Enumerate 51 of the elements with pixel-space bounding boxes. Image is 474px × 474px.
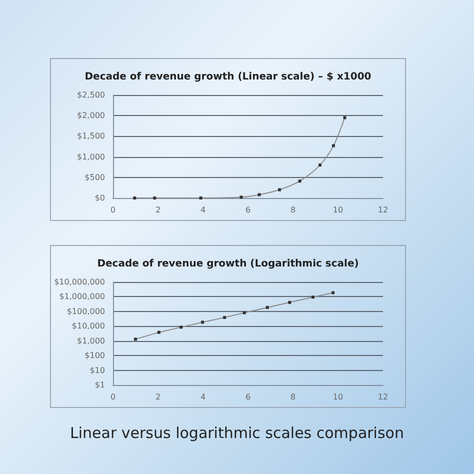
x-tick-label: 12 <box>378 206 388 214</box>
x-tick-label: 12 <box>378 392 388 402</box>
point <box>157 330 160 334</box>
point <box>223 316 226 319</box>
point <box>242 311 246 314</box>
y-tick-label: $500 <box>84 172 105 182</box>
y-tick-label: $10,000 <box>72 322 105 331</box>
text: Linear versus logarithmic scales comparison <box>69 424 405 442</box>
x-tick-label: 8 <box>290 206 296 214</box>
point <box>278 188 281 192</box>
point <box>258 193 261 196</box>
point <box>266 306 269 309</box>
x-tick-label: 4 <box>200 392 206 402</box>
x-tick-label: 0 <box>110 392 116 402</box>
y-tick-label: $1,000 <box>77 336 105 346</box>
point <box>298 180 302 183</box>
point <box>332 144 335 148</box>
point <box>134 338 137 341</box>
point <box>240 196 243 199</box>
y-tick-label: $1,000,000 <box>59 292 105 302</box>
y-tick-label: $1,500 <box>77 132 105 141</box>
point <box>180 326 183 329</box>
point <box>288 300 292 304</box>
x-tick-label: 6 <box>245 206 251 214</box>
point <box>332 291 335 294</box>
x-tick-label: 0 <box>110 206 116 214</box>
y-tick-label: $1,000 <box>77 152 105 162</box>
x-tick-label: 8 <box>290 392 296 402</box>
y-tick-label: $10,000,000 <box>54 278 105 286</box>
y-tick-label: $100,000 <box>66 306 105 316</box>
point <box>133 196 136 200</box>
x-tick-label: 10 <box>332 206 344 214</box>
y-tick-label: $1 <box>94 380 105 390</box>
chart-title: Decade of revenue growth (Logarithmic scale) <box>97 258 359 270</box>
chart-title: Decade of revenue growth (Linear scale) – $ x1000 <box>84 72 372 82</box>
x-tick-label: 4 <box>200 206 206 214</box>
y-tick-label: $100 <box>84 351 105 360</box>
y-tick-label: $2,500 <box>77 90 105 100</box>
y-tick-label: $2,000 <box>77 111 105 120</box>
x-tick-label: 2 <box>155 206 161 214</box>
point <box>312 296 315 299</box>
x-tick-label: 10 <box>332 392 344 402</box>
y-tick-label: $0 <box>94 194 105 202</box>
point <box>199 196 202 200</box>
y-tick-label: $10 <box>90 366 105 375</box>
point <box>153 196 156 200</box>
point <box>201 320 204 324</box>
x-tick-label: 6 <box>245 392 251 402</box>
point <box>343 116 346 120</box>
point <box>318 164 322 167</box>
x-tick-label: 2 <box>155 392 161 402</box>
